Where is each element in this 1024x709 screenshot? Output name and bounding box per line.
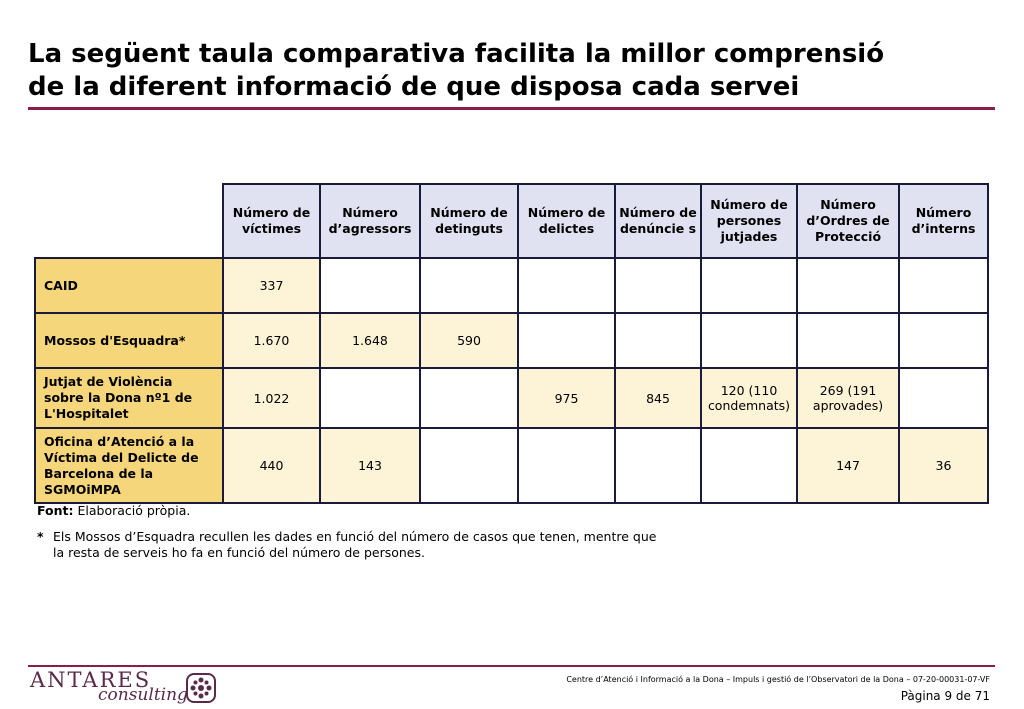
table-cell [898,367,989,429]
table-cell [700,312,798,369]
table-cell [319,257,421,314]
footnote-text: Els Mossos d’Esquadra recullen les dades… [53,529,657,560]
table-cell [796,312,900,369]
column-header: Número d’interns [898,183,989,259]
footnote: * Els Mossos d’Esquadra recullen les dad… [37,529,657,561]
table-cell [898,257,989,314]
row-header: Mossos d'Esquadra* [34,312,224,369]
company-logo-name: ANTARES [30,668,152,692]
table-cell [614,312,702,369]
table-cell: 143 [319,427,421,504]
table-cell: 845 [614,367,702,429]
title-divider [28,107,995,110]
table-cell: 440 [222,427,321,504]
table-row: Mossos d'Esquadra* 1.670 1.648 590 [34,312,989,369]
table-cell: 36 [898,427,989,504]
table-cell: 1.648 [319,312,421,369]
page-number: Pàgina 9 de 71 [900,689,990,703]
column-header: Número de persones jutjades [700,183,798,259]
column-header: Número d’Ordres de Protecció [796,183,900,259]
table-cell: 269 (191 aprovades) [796,367,900,429]
column-header: Número de víctimes [222,183,321,259]
company-logo-sub: consulting [98,685,188,705]
row-header: CAID [34,257,224,314]
table-cell: 1.670 [222,312,321,369]
comparison-table: Número de víctimes Número d’agressors Nú… [34,183,989,504]
title-line-2: de la diferent informació de que disposa… [28,72,800,102]
table-cell: 120 (110 condemnats) [700,367,798,429]
table-cell: 147 [796,427,900,504]
table-cell [517,427,616,504]
table-cell: 1.022 [222,367,321,429]
table-cell [517,312,616,369]
table-cell [700,257,798,314]
table-cell: 590 [419,312,519,369]
table-cell [898,312,989,369]
table-cell [796,257,900,314]
column-header: Número de denúncie s [614,183,702,259]
table-cell [419,257,519,314]
table-row: CAID 337 [34,257,989,314]
table-cell [614,427,702,504]
footer-divider [28,665,995,667]
table-cell [614,257,702,314]
table-cell [319,367,421,429]
title-line-1: La següent taula comparativa facilita la… [28,39,885,69]
table-notes: Font: Elaboració pròpia. * Els Mossos d’… [37,503,657,561]
table-cell [419,427,519,504]
column-header: Número d’agressors [319,183,421,259]
source-note: Font: Elaboració pròpia. [37,503,657,519]
company-emblem-icon [186,673,216,703]
table-corner [35,184,223,258]
table-cell [700,427,798,504]
page-title: La següent taula comparativa facilita la… [28,38,1008,104]
row-header: Jutjat de Violència sobre la Dona nº1 de… [34,367,224,429]
table-cell: 975 [517,367,616,429]
column-header: Número de detinguts [419,183,519,259]
column-header: Número de delictes [517,183,616,259]
row-header: Oficina d’Atenció a la Víctima del Delic… [34,427,224,504]
table-cell: 337 [222,257,321,314]
document-reference: Centre d’Atenció i Informació a la Dona … [566,675,990,684]
source-label: Font: [37,503,74,518]
table-row: Jutjat de Violència sobre la Dona nº1 de… [34,367,989,429]
table-header-row: Número de víctimes Número d’agressors Nú… [35,183,989,259]
table-cell [517,257,616,314]
table-row: Oficina d’Atenció a la Víctima del Delic… [34,427,989,504]
footnote-marker: * [37,529,44,544]
table-cell [419,367,519,429]
source-text: Elaboració pròpia. [77,503,191,518]
